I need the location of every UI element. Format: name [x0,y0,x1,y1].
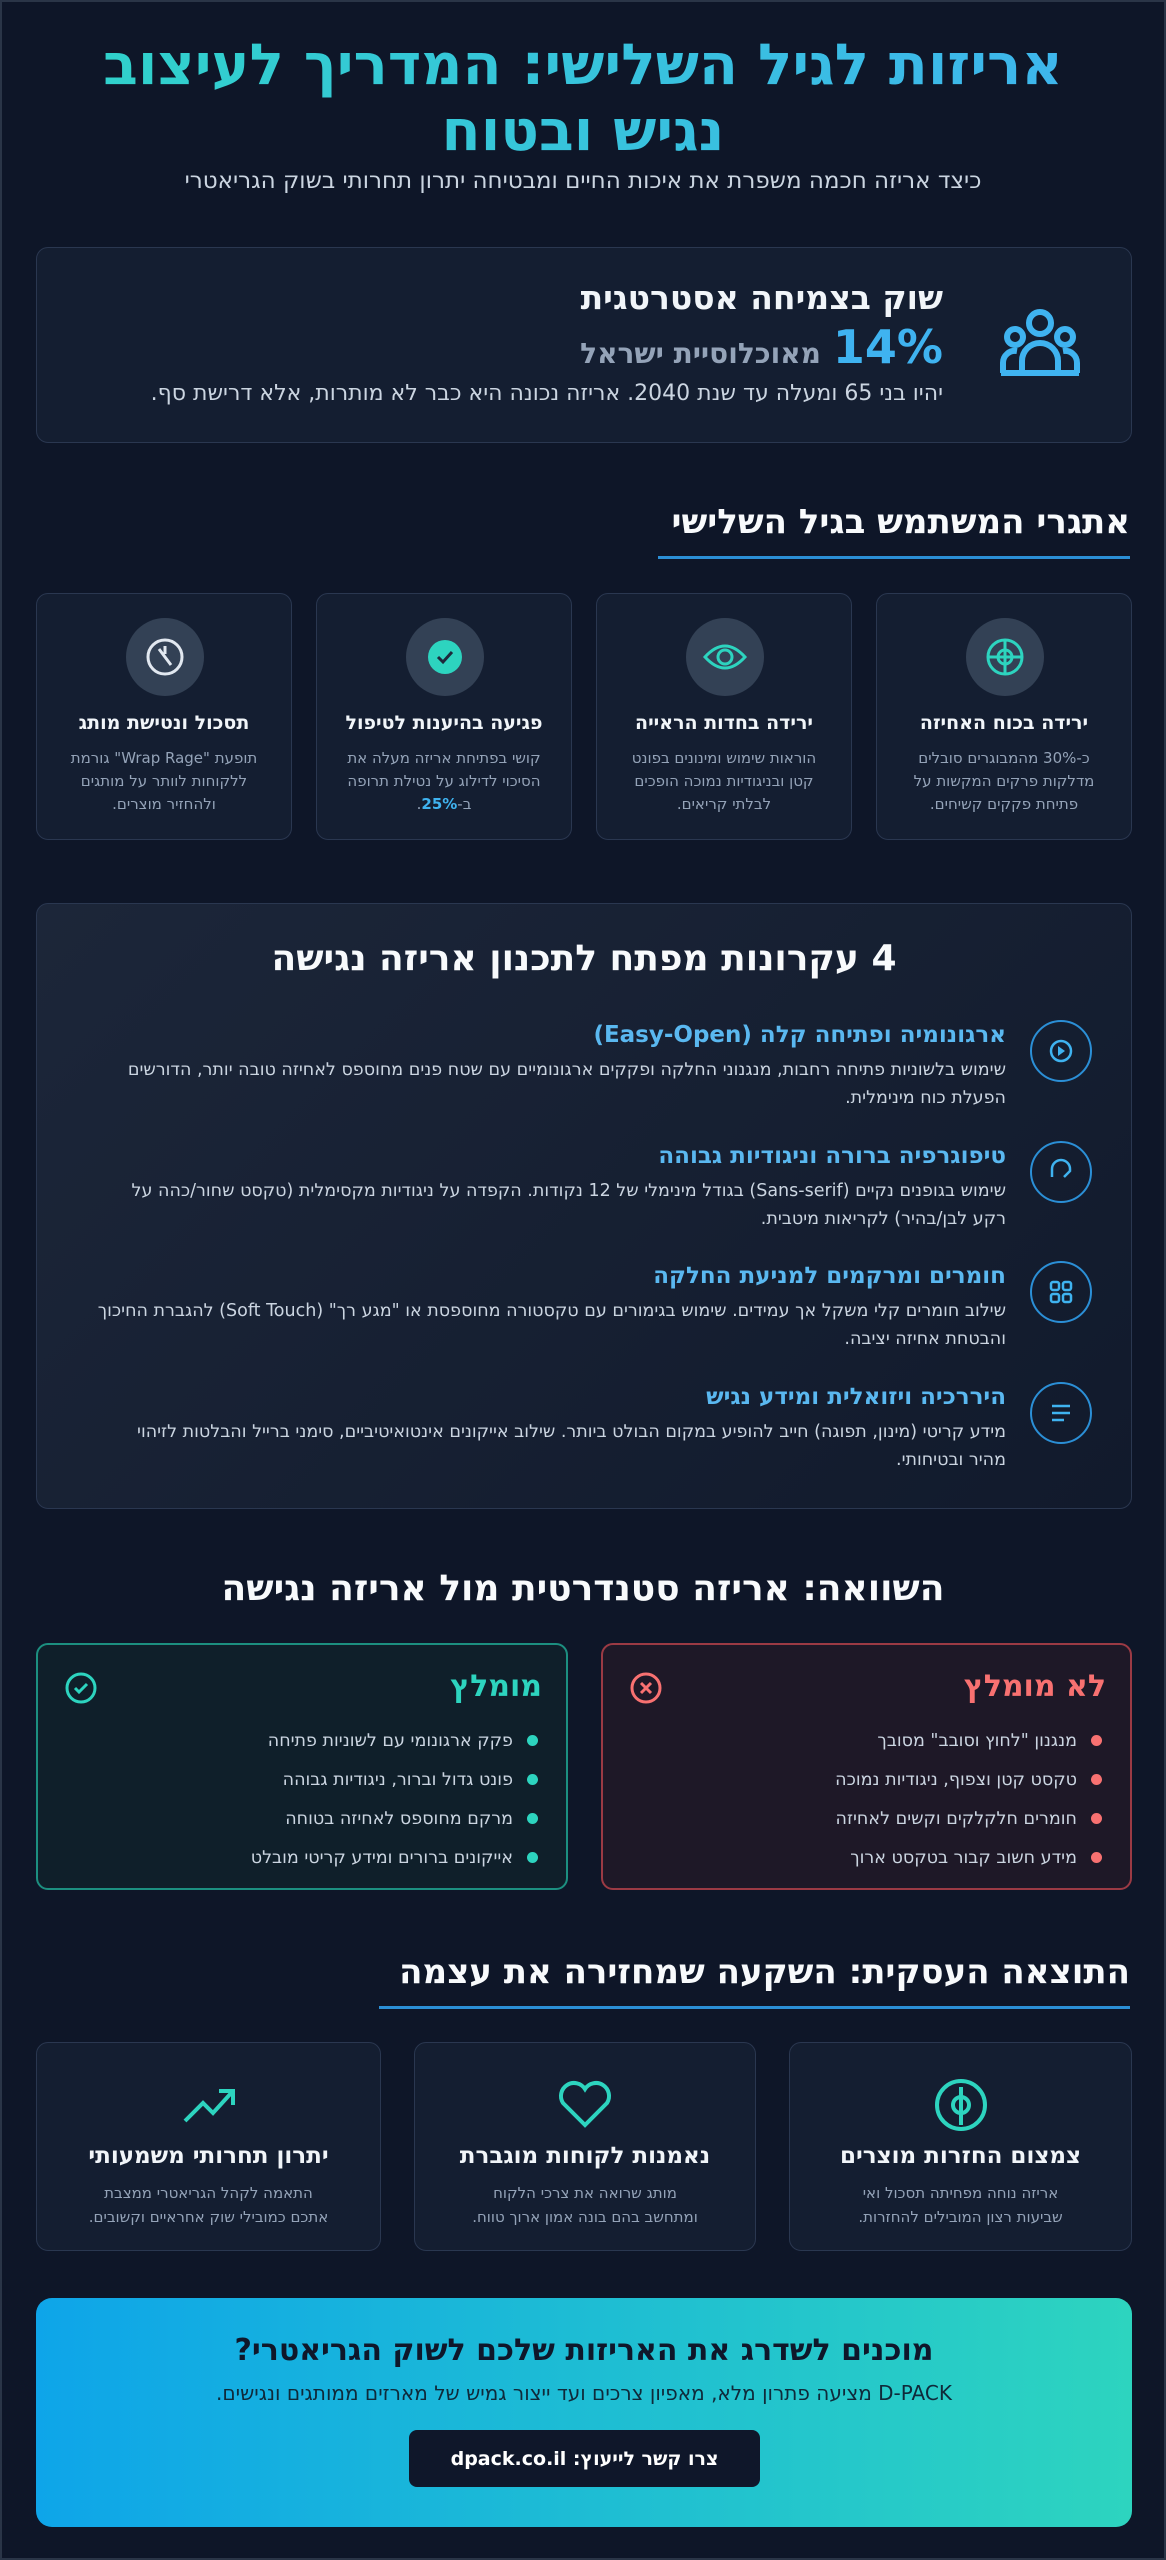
item-text: חומרים חלקלקים וקשים לאחיזה [835,1808,1077,1829]
principle-text: מידע קריטי (מינון, תפוגה) חייב להופיע במ… [137,1422,1006,1470]
principle-icon [1049,1039,1073,1063]
recommended-card: מומלץ פקק ארגונומי עם לשוניות פתיחה פונט… [36,1643,568,1890]
comparison-heading: השוואה: אריזה סטנדרטית מול אריזה נגישה [221,1568,945,1609]
principle-text: שימוש בגופנים נקיים (Sans-serif) בגודל מ… [131,1181,1006,1229]
list-item: פקק ארגונומי עם לשוניות פתיחה [251,1721,538,1760]
challenge-card: פגיעה בהיענות לטיפול קושי בפתיחת אריזה מ… [316,593,572,840]
card-title: פגיעה בהיענות לטיפול [345,712,543,734]
section-heading: אתגרי המשתמש בגיל השלישי [658,502,1130,559]
cta-button[interactable]: צרו קשר לייעוץ: dpack.co.il [409,2430,760,2487]
icon [1030,1141,1092,1203]
item-text: פקק ארגונומי עם לשוניות פתיחה [267,1730,513,1751]
list-item: פונט גדול וברור, ניגודיות גבוהה [251,1760,538,1799]
cta: מוכנים לשדרג את האריזות שלכם לשוק הגריאט… [36,2298,1132,2527]
icon [126,618,204,696]
title: אריזות לגיל השלישי: המדריך לעיצוב נגיש ו… [2,32,1164,164]
card-title: צמצום החזרות מוצרים [839,2143,1082,2169]
card-text: התאמה לקהל הגריאטרי ממצבת אתכם כמובילי ש… [88,2184,329,2226]
card-text: קושי בפתיחת אריזה מעלה את הסיכוי לדילוג … [345,747,543,816]
not-recommended-card: לא מומלץ מנגנון "לחוץ וסובב" מסובך טקסט … [601,1643,1132,1890]
icon [1030,1261,1092,1323]
stat-card: שוק בצמיחה אסטרטגית 14% מאוכלוסיית ישראל… [36,247,1132,443]
icon [686,618,764,696]
item-text: מנגנון "לחוץ וסובב" מסובך [877,1730,1077,1751]
icon [559,2081,611,2128]
principles-panel: 4 עקרונות מפתח לתכנון אריזה נגישה ארגונו… [36,903,1132,1509]
text: קושי בפתיחת אריזה מעלה את הסיכוי לדילוג … [347,749,541,813]
card-text: תופעת "Wrap Rage" גורמת ללקוחות לוותר על… [70,749,258,813]
principle-icon [1050,1158,1072,1178]
list-item: מרקם מחוספס לאחיזה בטוחה [251,1799,538,1838]
icon [183,2089,235,2123]
item-text: מרקם מחוספס לאחיזה בטוחה [285,1808,513,1829]
principle-text: שילוב חומרים קלי משקל אך עמידים. שימוש ב… [97,1301,1006,1349]
card-title: לא מומלץ [963,1669,1106,1704]
business-card: צמצום החזרות מוצרים אריזה נוחה מפחיתה תס… [789,2042,1132,2251]
list: מנגנון "לחוץ וסובב" מסובך טקסט קטן וצפוף… [835,1721,1102,1877]
principle-title: חומרים ומרקמים למניעת החלקה [653,1263,1006,1289]
item-text: אייקונים ברורים ומידע קריטי מובלט [250,1847,513,1868]
principle-title: היררכיה ויזואלית ומידע נגיש [706,1384,1006,1410]
cta-title: מוכנים לשדרג את האריזות שלכם לשוק הגריאט… [234,2333,934,2368]
section-heading: התוצאה העסקית: השקעה שמחזירה את עצמה [379,1952,1130,2009]
stat-heading: שוק בצמיחה אסטרטגית [580,278,943,317]
x-icon [630,1672,662,1704]
principle-text: שימוש בלשוניות פתיחה רחבות, מנגנוני החלק… [127,1060,1006,1108]
list: פקק ארגונומי עם לשוניות פתיחה פונט גדול … [251,1721,538,1877]
card-title: נאמנות לקוחות מוגברת [459,2143,711,2169]
icon [406,618,484,696]
list-item: מידע חשוב קבור בטקסט ארוך [835,1838,1102,1877]
card-text: הוראות שימוש ומינונים בפונט קטן ובניגודי… [631,749,817,813]
icon [1030,1020,1092,1082]
principles-heading: 4 עקרונות מפתח לתכנון אריזה נגישה [271,938,897,979]
business-card: יתרון תחרותי משמעותי התאמה לקהל הגריאטרי… [36,2042,381,2251]
stat-row: 14% מאוכלוסיית ישראל [580,320,943,374]
item-text: מידע חשוב קבור בטקסט ארוך [850,1847,1077,1868]
icon [934,2079,987,2131]
challenge-card: תסכול ונטישת מותג תופעת "Wrap Rage" גורמ… [36,593,292,840]
card-text: מותג שרואה את צרכי הלקוח ומתחשב בהם בונה… [472,2184,698,2226]
principle-icon [1052,1404,1070,1422]
card-title: מומלץ [450,1669,542,1704]
stat-label: מאוכלוסיית ישראל [580,337,821,370]
card-text: אריזה נוחה מפחיתה תסכול ואי שביעות רצון … [858,2184,1063,2226]
list-item: טקסט קטן וצפוף, ניגודיות נמוכה [835,1760,1102,1799]
icon [1030,1382,1092,1444]
highlight: 25% [421,795,458,813]
card-title: תסכול ונטישת מותג [78,712,250,734]
subtitle: כיצד אריזה חכמה משפרת את איכות החיים ומב… [184,168,982,194]
item-text: טקסט קטן וצפוף, ניגודיות נמוכה [835,1769,1077,1790]
card-title: ירידה בחדות הראייה [635,712,813,734]
cta-text: D-PACK מציעה פתרון מלא, מאפיון צרכים ועד… [216,2381,952,2405]
principle-title: טיפוגרפיה ברורה וניגודיות גבוהה [658,1143,1006,1169]
business-card: נאמנות לקוחות מוגברת מותג שרואה את צרכי … [414,2042,756,2251]
principle-title: ארגונומיה ופתיחה קלה (Easy-Open) [593,1022,1006,1048]
stat-text: יהיו בני 65 ומעלה עד שנת 2040. אריזה נכו… [150,381,943,406]
stat-value: 14% [832,320,943,374]
text: . [416,795,422,813]
challenge-card: ירידה בחדות הראייה הוראות שימוש ומינונים… [596,593,852,840]
check-icon [65,1672,97,1704]
principle-icon [1049,1280,1073,1304]
card-title: ירידה בכוח האחיזה [919,712,1089,734]
list-item: אייקונים ברורים ומידע קריטי מובלט [251,1838,538,1877]
card-title: יתרון תחרותי משמעותי [88,2143,329,2169]
list-item: מנגנון "לחוץ וסובב" מסובך [835,1721,1102,1760]
icon [966,618,1044,696]
challenge-card: ירידה בכוח האחיזה כ-30% מהמבוגרים סובלים… [876,593,1132,840]
people-icon [999,309,1081,376]
card-text: כ-30% מהמבוגרים סובלים מדלקות פרקים המקש… [913,749,1095,813]
list-item: חומרים חלקלקים וקשים לאחיזה [835,1799,1102,1838]
item-text: פונט גדול וברור, ניגודיות גבוהה [282,1769,513,1790]
